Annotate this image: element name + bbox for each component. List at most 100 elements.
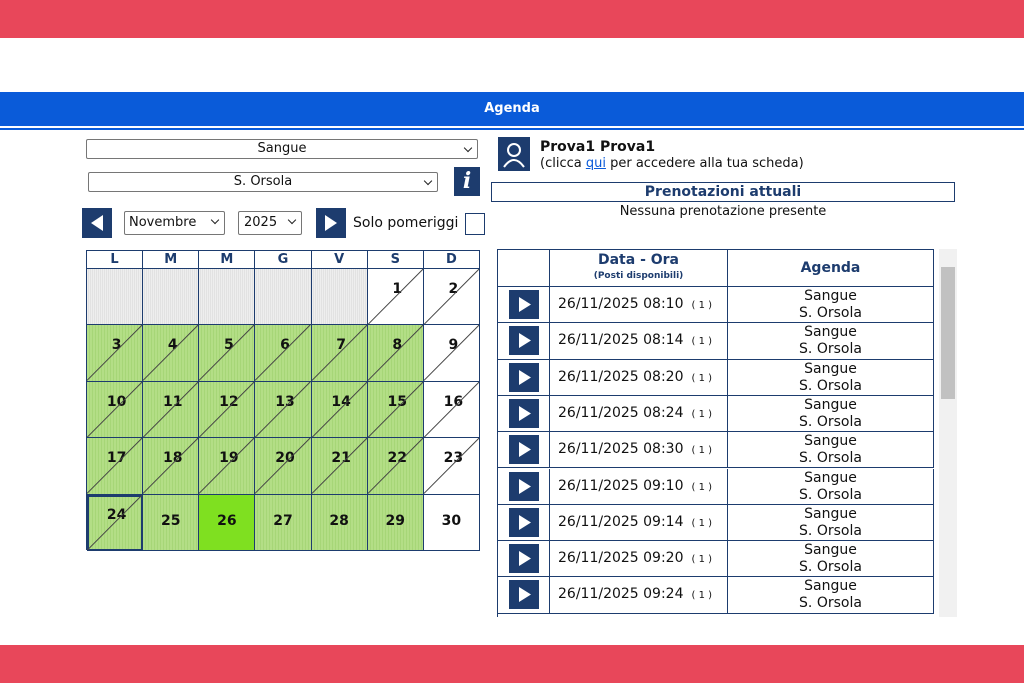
day-cell[interactable]: 2	[423, 269, 480, 326]
weekday: G	[255, 251, 312, 269]
day-cell[interactable]: 29	[367, 494, 424, 551]
slot-datetime: 26/11/2025 09:20	[558, 550, 684, 567]
day-cell[interactable]: 24	[87, 494, 144, 551]
diagonal	[367, 381, 423, 438]
year-select[interactable]: 2025	[238, 211, 302, 235]
day-cell	[199, 269, 256, 326]
day-cell[interactable]: 30	[423, 494, 480, 551]
day-cell	[143, 269, 200, 326]
diagonal	[87, 381, 143, 438]
day-cell[interactable]: 22	[367, 438, 424, 495]
arrow-icon	[325, 215, 337, 231]
day-cell[interactable]: 8	[367, 325, 424, 382]
prev-month[interactable]	[82, 208, 112, 238]
profile-link[interactable]: qui	[585, 156, 606, 171]
day-cell[interactable]: 7	[311, 325, 368, 382]
afternoon-checkbox[interactable]	[465, 213, 485, 235]
date-cell[interactable]: 26/11/2025 08:30 ( 1 )	[550, 432, 728, 469]
day-cell[interactable]: 19	[199, 438, 256, 495]
date-cell[interactable]: 26/11/2025 09:14 ( 1 )	[550, 504, 728, 542]
button-cell	[498, 504, 550, 542]
day-number: 27	[273, 512, 293, 529]
slot-seats: ( 1 )	[691, 372, 713, 384]
select-slot[interactable]	[509, 471, 539, 501]
diagonal	[423, 269, 479, 325]
slot-service: Sangue	[804, 288, 857, 304]
day-cell[interactable]: 3	[87, 325, 144, 382]
day-cell[interactable]: 9	[423, 325, 480, 382]
slot-datetime: 26/11/2025 08:24	[558, 404, 684, 421]
date-cell[interactable]: 26/11/2025 08:20 ( 1 )	[550, 359, 728, 396]
weekday: D	[423, 251, 480, 269]
day-cell[interactable]: 1	[367, 269, 424, 326]
day-number: 1	[392, 281, 403, 297]
month-select[interactable]: Novembre	[124, 211, 225, 235]
day-cell	[255, 269, 312, 326]
slot-location: S. Orsola	[799, 305, 862, 321]
day-cell[interactable]: 28	[311, 494, 368, 551]
day-cell[interactable]: 18	[143, 438, 200, 495]
day-cell[interactable]: 6	[255, 325, 312, 382]
agenda-cell: Sangue S. Orsola	[728, 468, 934, 505]
day-number: 9	[448, 337, 459, 354]
service-select[interactable]: Sangue	[86, 139, 478, 159]
day-cell[interactable]: 11	[143, 381, 200, 439]
date-cell[interactable]: 26/11/2025 08:24 ( 1 )	[550, 395, 728, 433]
slot-location: S. Orsola	[799, 522, 862, 539]
date-cell[interactable]: 26/11/2025 08:10 ( 1 )	[550, 287, 728, 324]
day-cell[interactable]: 17	[87, 438, 144, 495]
select-slot[interactable]	[509, 507, 539, 537]
slot-service: Sangue	[804, 578, 857, 595]
diagonal-line	[143, 438, 199, 494]
slot-service: Sangue	[804, 469, 857, 486]
day-number: 21	[331, 450, 351, 467]
day-cell[interactable]: 10	[87, 381, 144, 439]
info-button[interactable]: i	[454, 167, 480, 196]
date-cell[interactable]: 26/11/2025 09:10 ( 1 )	[550, 468, 728, 505]
arrow-icon	[91, 215, 103, 231]
day-number: 17	[106, 450, 127, 467]
day-cell[interactable]: 23	[423, 438, 480, 495]
scrollbar[interactable]	[939, 249, 957, 617]
day-cell[interactable]: 21	[311, 438, 368, 495]
diagonal	[143, 438, 199, 494]
select-slot[interactable]	[509, 326, 539, 356]
day-cell[interactable]: 4	[143, 325, 200, 382]
day-cell[interactable]: 27	[255, 494, 312, 551]
date-cell[interactable]: 26/11/2025 09:24 ( 1 )	[550, 577, 728, 614]
button-cell	[498, 359, 550, 396]
day-cell[interactable]: 14	[311, 381, 368, 439]
scroll-thumb[interactable]	[941, 267, 955, 399]
slot-service: Sangue	[804, 396, 857, 413]
day-number: 15	[387, 393, 408, 410]
diagonal	[255, 438, 311, 494]
diagonal-line	[87, 325, 143, 381]
select-slot[interactable]	[509, 435, 539, 465]
day-cell[interactable]: 25	[143, 494, 200, 551]
slot-datetime: 26/11/2025 08:14	[558, 332, 684, 349]
arrow-icon	[519, 405, 531, 421]
day-cell[interactable]: 26	[199, 494, 256, 551]
slot-seats: ( 1 )	[691, 517, 713, 529]
select-slot[interactable]	[509, 580, 539, 610]
day-cell[interactable]: 5	[199, 325, 256, 382]
location-select[interactable]: S. Orsola	[88, 172, 438, 192]
select-slot[interactable]	[509, 290, 539, 319]
select-slot[interactable]	[509, 362, 539, 392]
next-month[interactable]	[316, 208, 346, 238]
select-slot[interactable]	[509, 544, 539, 574]
date-cell[interactable]: 26/11/2025 08:14 ( 1 )	[550, 323, 728, 360]
day-number: 28	[329, 512, 349, 529]
diagonal-line	[199, 438, 255, 494]
day-cell[interactable]: 12	[199, 381, 256, 439]
select-slot[interactable]	[509, 398, 539, 428]
day-cell[interactable]: 16	[423, 381, 480, 439]
arrow-icon	[519, 333, 531, 349]
arrow-icon	[519, 514, 531, 530]
day-cell[interactable]: 15	[367, 381, 424, 439]
date-cell[interactable]: 26/11/2025 09:20 ( 1 )	[550, 541, 728, 578]
day-cell[interactable]: 13	[255, 381, 312, 439]
hint-text: (clicca	[540, 156, 586, 171]
day-cell[interactable]: 20	[255, 438, 312, 495]
